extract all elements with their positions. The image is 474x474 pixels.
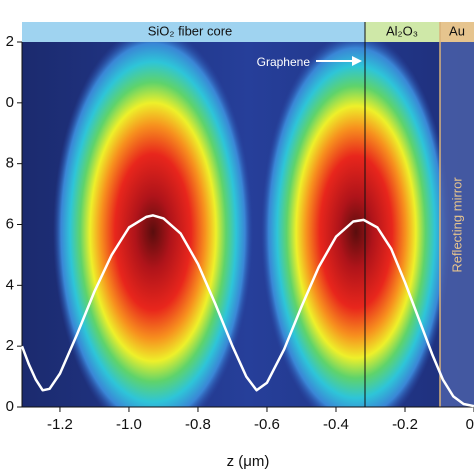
x-axis-label: z (μm) xyxy=(227,453,270,470)
y-tick-label: 0 xyxy=(6,94,14,111)
region-label: SiO₂ fiber core xyxy=(148,23,233,38)
x-tick-label: -1.0 xyxy=(116,416,142,433)
heatmap xyxy=(22,42,474,407)
y-tick-label: 2 xyxy=(6,337,14,354)
x-tick-label: -0.8 xyxy=(185,416,211,433)
field-curve xyxy=(20,214,474,408)
x-tick-label: -0.4 xyxy=(323,416,349,433)
annotation: Graphene xyxy=(257,55,311,69)
x-tick-label: -0.6 xyxy=(254,416,280,433)
annotation: Reflecting mirror xyxy=(449,177,464,273)
arrow-head xyxy=(352,56,362,66)
x-tick-label: -0.2 xyxy=(392,416,418,433)
y-tick-label: 2 xyxy=(6,33,14,50)
region-label: Au xyxy=(449,23,465,38)
y-tick-label: 0 xyxy=(6,398,14,415)
x-tick-label: -1.2 xyxy=(47,416,73,433)
region-band xyxy=(365,22,440,42)
y-tick-label: 4 xyxy=(6,276,14,293)
region-band xyxy=(440,22,474,42)
y-tick-label: 8 xyxy=(6,155,14,172)
region-band xyxy=(22,22,365,42)
x-tick-label: 0 xyxy=(466,416,474,433)
region-label: Al₂O₃ xyxy=(386,23,418,38)
y-tick-label: 6 xyxy=(6,215,14,232)
